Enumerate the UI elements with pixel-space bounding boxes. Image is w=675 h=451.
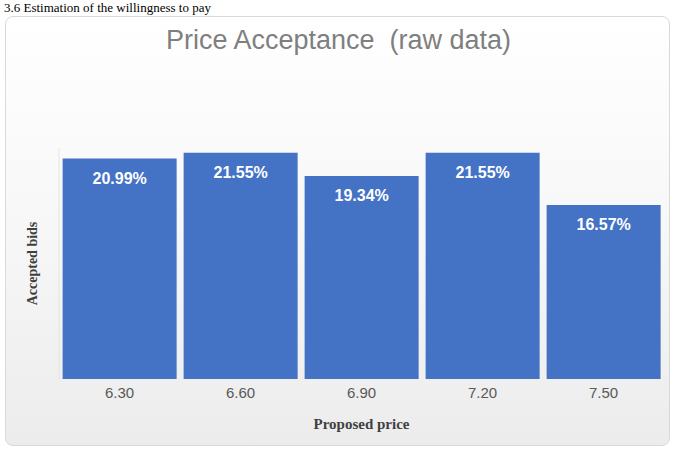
- svg-text:20.99%: 20.99%: [92, 170, 146, 187]
- svg-text:21.55%: 21.55%: [455, 164, 509, 181]
- svg-text:7.50: 7.50: [589, 384, 618, 401]
- html-text:Price Acceptance (raw data): Price Acceptance (raw data): [165, 25, 512, 55]
- svg-text:19.34%: 19.34%: [334, 187, 388, 204]
- svg-text:16.57%: 16.57%: [576, 216, 630, 233]
- svg-text:21.55%: 21.55%: [213, 164, 267, 181]
- svg-text:Proposed price: Proposed price: [314, 416, 410, 432]
- svg-text:6.30: 6.30: [105, 384, 134, 401]
- svg-text:6.90: 6.90: [347, 384, 376, 401]
- svg-text:Accepted bids: Accepted bids: [25, 221, 40, 305]
- svg-text:7.20: 7.20: [468, 384, 497, 401]
- svg-text:6.60: 6.60: [226, 384, 255, 401]
- html-text:3.6 Estimation of the willingn: 3.6 Estimation of the willingness to pay: [4, 0, 211, 15]
